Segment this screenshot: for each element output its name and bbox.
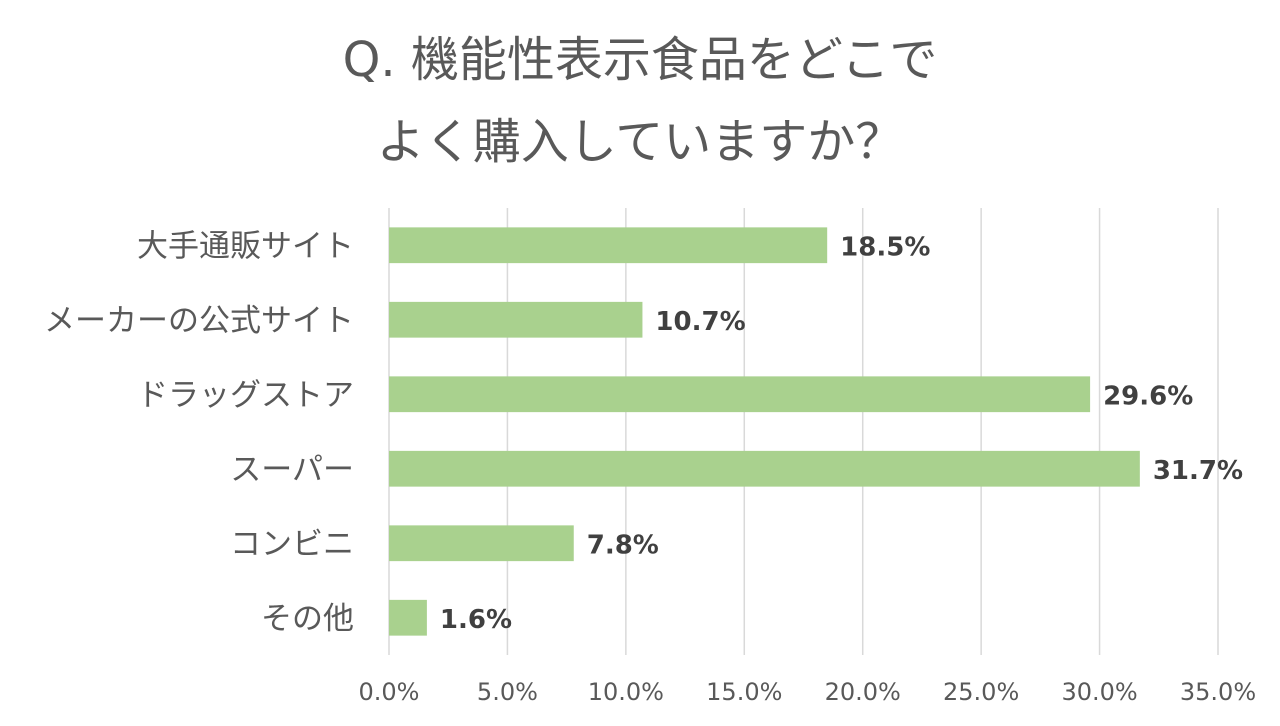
x-tick-label: 5.0%	[477, 678, 538, 706]
bar	[389, 450, 1140, 487]
chart-title-line-2: よく購入していますか？	[376, 114, 904, 170]
bar	[389, 599, 427, 636]
x-tick-label: 0.0%	[359, 678, 420, 706]
chart-title-line-1: Q. 機能性表示食品をどこで	[342, 32, 938, 88]
category-label: メーカーの公式サイト	[44, 303, 354, 339]
bar	[389, 525, 574, 562]
data-label: 10.7%	[655, 307, 745, 337]
x-tick-label: 15.0%	[706, 678, 782, 706]
data-label: 29.6%	[1103, 381, 1193, 411]
data-label: 18.5%	[840, 232, 930, 262]
data-label: 7.8%	[587, 530, 659, 560]
category-label: ドラッグストア	[137, 377, 354, 413]
x-tick-label: 10.0%	[588, 678, 664, 706]
x-tick-label: 20.0%	[825, 678, 901, 706]
bar	[389, 376, 1091, 413]
data-label: 31.7%	[1153, 456, 1243, 486]
x-tick-label: 30.0%	[1061, 678, 1137, 706]
bar	[389, 227, 828, 264]
category-label: コンビニ	[230, 526, 354, 562]
category-label: その他	[261, 601, 354, 637]
x-tick-label: 25.0%	[943, 678, 1019, 706]
bar	[389, 301, 643, 338]
category-label: 大手通販サイト	[137, 228, 354, 264]
x-tick-label: 35.0%	[1180, 678, 1256, 706]
category-label: スーパー	[230, 452, 354, 488]
data-label: 1.6%	[440, 605, 512, 635]
